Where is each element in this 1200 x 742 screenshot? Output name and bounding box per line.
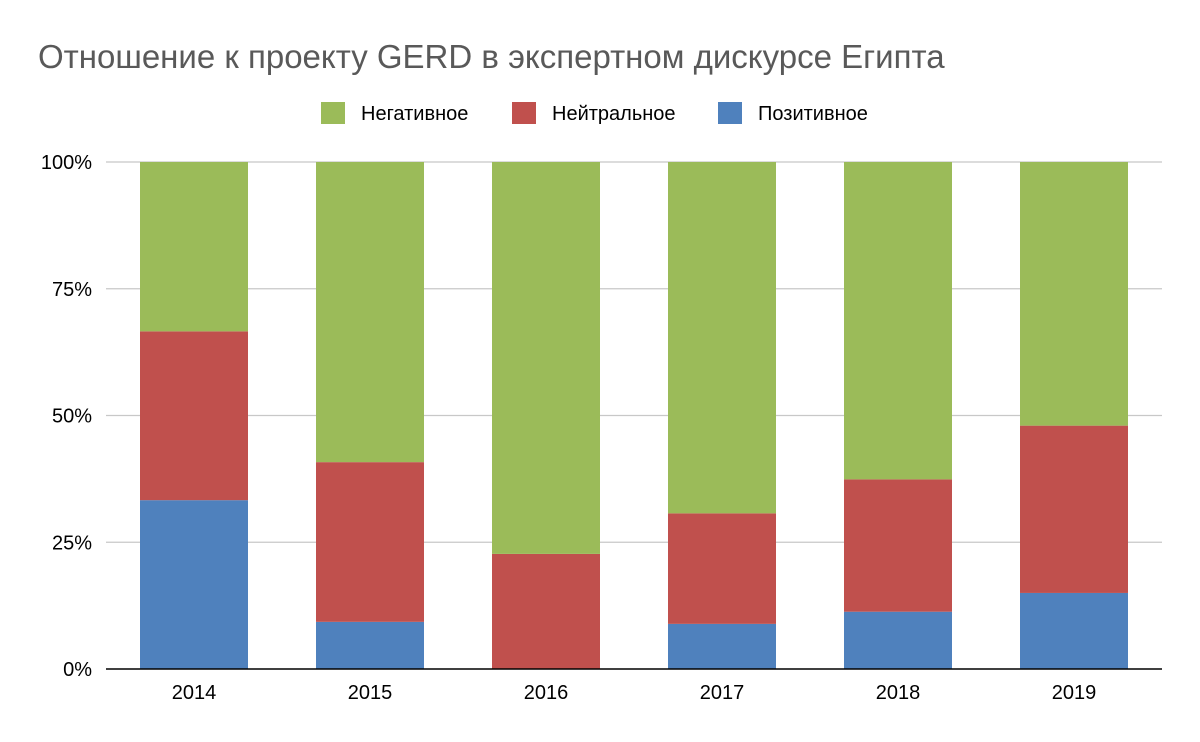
y-axis-tick-labels: 0% 25% 50% 75% 100% xyxy=(41,152,92,681)
bar-segment xyxy=(1020,425,1128,593)
bar-group-2017 xyxy=(668,162,776,669)
legend-swatch xyxy=(321,102,345,124)
bar-segment xyxy=(140,500,248,669)
legend-item: Нейтральное xyxy=(512,102,676,125)
x-tick-label: 2017 xyxy=(700,682,745,704)
bar-groups xyxy=(140,162,1128,669)
bar-group-2014 xyxy=(140,162,248,669)
y-tick-label: 25% xyxy=(52,532,92,554)
chart-title: Отношение к проекту GERD в экспертном ди… xyxy=(38,38,945,75)
bar-group-2018 xyxy=(844,162,952,669)
legend-item: Негативное xyxy=(321,102,468,125)
legend-swatch xyxy=(512,102,536,124)
legend-label: Негативное xyxy=(361,103,468,125)
bar-segment xyxy=(1020,592,1128,669)
chart-legend: Негативное Нейтральное Позитивное xyxy=(321,102,868,125)
bar-segment xyxy=(668,513,776,624)
x-tick-label: 2014 xyxy=(172,682,217,704)
y-tick-label: 50% xyxy=(52,406,92,428)
bar-segment xyxy=(1020,162,1128,426)
x-tick-label: 2018 xyxy=(876,682,921,704)
bar-segment xyxy=(844,611,952,669)
legend-label: Позитивное xyxy=(758,103,868,125)
bar-segment xyxy=(140,331,248,501)
y-gridlines xyxy=(106,161,1162,543)
bar-segment xyxy=(668,623,776,669)
bar-segment xyxy=(492,162,600,554)
bar-segment xyxy=(316,462,424,622)
x-tick-label: 2019 xyxy=(1052,682,1097,704)
y-tick-label: 0% xyxy=(63,659,92,681)
bar-segment xyxy=(844,479,952,612)
y-tick-label: 100% xyxy=(41,152,92,174)
x-tick-label: 2015 xyxy=(348,682,393,704)
bar-segment xyxy=(668,162,776,514)
bar-group-2015 xyxy=(316,162,424,669)
x-axis-tick-labels: 2014 2015 2016 2017 2018 2019 xyxy=(172,682,1097,704)
legend-label: Нейтральное xyxy=(552,103,676,125)
bar-segment xyxy=(492,553,600,669)
bar-group-2016 xyxy=(492,162,600,669)
y-tick-label: 75% xyxy=(52,279,92,301)
bar-segment xyxy=(316,621,424,669)
x-tick-label: 2016 xyxy=(524,682,569,704)
legend-item: Позитивное xyxy=(718,102,868,125)
bar-segment xyxy=(844,162,952,480)
legend-swatch xyxy=(718,102,742,124)
bar-segment xyxy=(316,162,424,463)
bar-group-2019 xyxy=(1020,162,1128,669)
bar-segment xyxy=(140,162,248,332)
